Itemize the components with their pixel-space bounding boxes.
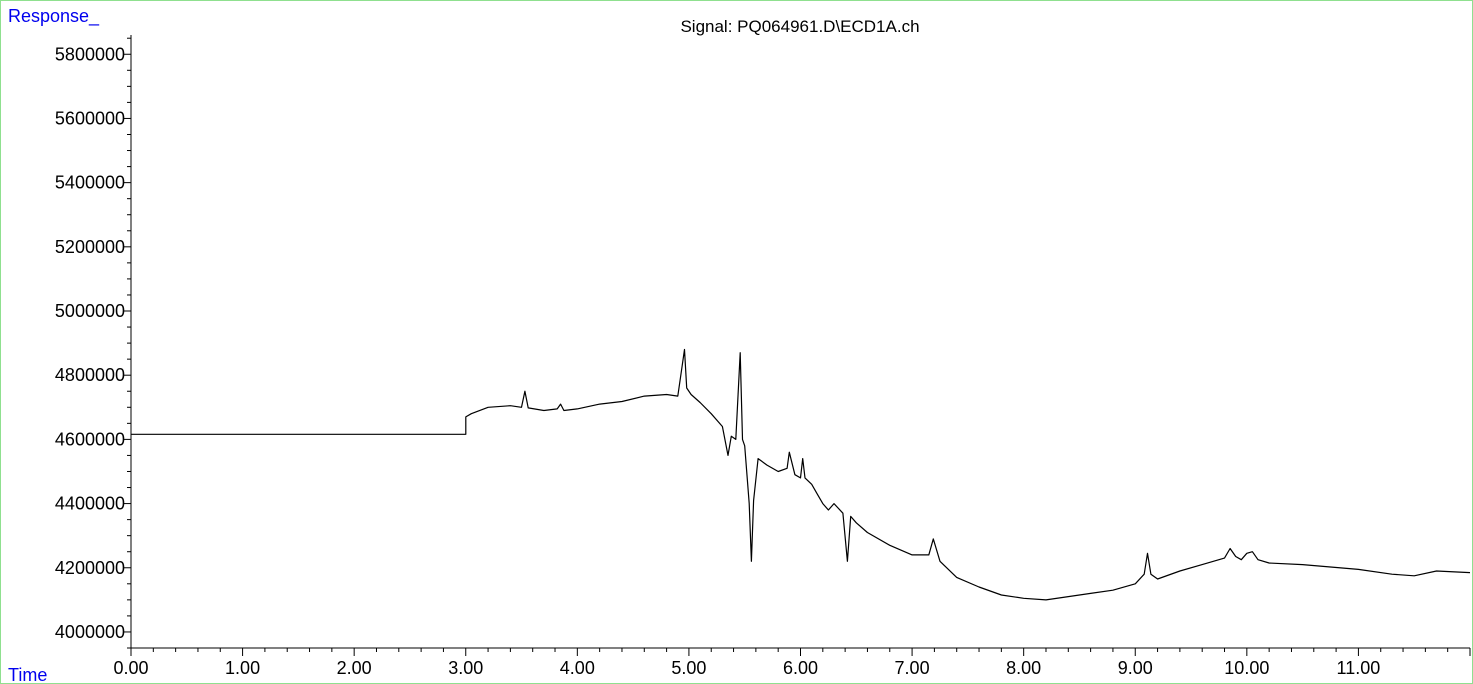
signal-trace	[131, 350, 1470, 600]
y-tick-label: 4600000	[55, 429, 125, 449]
x-tick-label: 0.00	[113, 658, 148, 678]
y-tick-label: 4400000	[55, 494, 125, 514]
x-tick-label: 1.00	[225, 658, 260, 678]
y-tick-label: 4200000	[55, 558, 125, 578]
y-tick-label: 5600000	[55, 108, 125, 128]
x-axis-label: Time	[8, 665, 47, 684]
x-tick-label: 8.00	[1006, 658, 1041, 678]
y-tick-label: 5400000	[55, 173, 125, 193]
y-tick-label: 4800000	[55, 365, 125, 385]
y-ticks: 4000000 4200000 4400000 4600000 4800000 50000…	[55, 38, 131, 648]
x-ticks: 0.00 1.00 2.00 3.00 4.00 5.00 6.00 7.00 8.00 9.00…	[113, 648, 1470, 678]
x-tick-label: 5.00	[671, 658, 706, 678]
x-tick-label: 4.00	[560, 658, 595, 678]
x-tick-label: 2.00	[337, 658, 372, 678]
y-tick-label: 5200000	[55, 237, 125, 257]
x-tick-label: 11.00	[1337, 658, 1381, 678]
chart-title: Signal: PQ064961.D\ECD1A.ch	[680, 17, 919, 36]
y-tick-label: 5000000	[55, 301, 125, 321]
x-tick-label: 9.00	[1118, 658, 1153, 678]
x-tick-label: 3.00	[448, 658, 483, 678]
y-tick-label: 4000000	[55, 622, 125, 642]
y-axis-label: Response_	[8, 6, 100, 27]
y-tick-label: 5800000	[55, 44, 125, 64]
x-tick-label: 7.00	[895, 658, 930, 678]
x-tick-label: 10.00	[1224, 658, 1269, 678]
x-tick-label: 6.00	[783, 658, 818, 678]
